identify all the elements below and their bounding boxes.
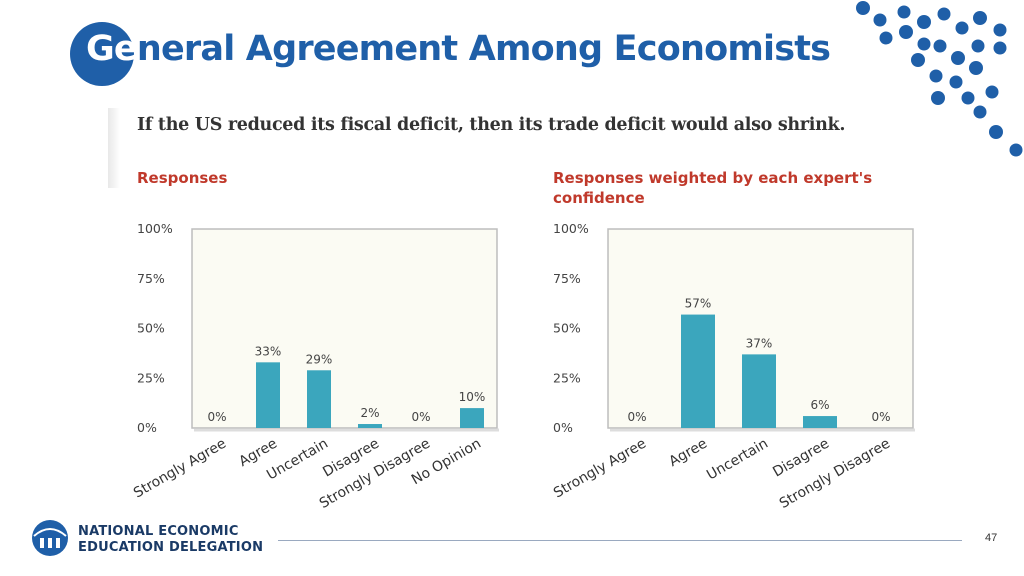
org-name-line2: EDUCATION DELEGATION	[78, 540, 264, 555]
y-tick-label: 50%	[553, 321, 581, 336]
category-label: Strongly Disagree	[777, 436, 893, 512]
page-number: 47	[985, 532, 998, 544]
decorative-dot	[971, 39, 985, 53]
slide-title-part2: neral Agreement Among Economists	[136, 29, 831, 69]
decorative-dot	[989, 125, 1003, 139]
y-tick-label: 0%	[553, 420, 573, 435]
bar-disagree	[358, 424, 382, 428]
y-tick-label: 100%	[553, 221, 589, 236]
data-label: 0%	[627, 410, 646, 424]
data-label: 10%	[459, 390, 486, 404]
data-label: 29%	[306, 352, 333, 366]
bar-agree	[256, 362, 280, 428]
data-label: 33%	[255, 344, 282, 358]
decorative-dot	[1009, 143, 1023, 157]
organization-name: NATIONAL ECONOMIC EDUCATION DELEGATION	[78, 524, 263, 556]
decorative-dot	[879, 31, 893, 45]
y-tick-label: 100%	[137, 221, 173, 236]
bar-uncertain	[742, 354, 776, 428]
decorative-dot	[899, 25, 913, 39]
decorative-dot	[873, 13, 887, 27]
data-label: 0%	[207, 410, 226, 424]
title-accent-circle	[70, 22, 134, 86]
chart-title-weighted-responses: Responses weighted by each expert's conf…	[553, 169, 873, 207]
decorative-dot	[933, 39, 947, 53]
decorative-dot	[955, 21, 969, 35]
decorative-dot	[917, 15, 931, 29]
data-label: 6%	[810, 398, 829, 412]
category-label: Agree	[666, 436, 710, 470]
plot-area	[191, 228, 498, 429]
y-tick-label: 0%	[137, 420, 157, 435]
decorative-dot	[985, 85, 999, 99]
decorative-dot	[937, 7, 951, 21]
survey-question: If the US reduced its fiscal deficit, th…	[137, 115, 846, 135]
slide-title-part1: Ge	[86, 29, 138, 69]
decorative-dot	[949, 75, 963, 89]
y-tick-label: 75%	[137, 271, 165, 286]
ned-logo-icon	[32, 520, 68, 556]
decorative-dot	[911, 53, 925, 67]
decorative-dot	[973, 11, 987, 25]
slide-title: General Agreement Among Economists	[86, 29, 831, 69]
decorative-dot	[969, 61, 983, 75]
decorative-dot	[929, 69, 943, 83]
data-label: 57%	[685, 297, 712, 311]
y-tick-label: 50%	[137, 321, 165, 336]
decorative-dot	[897, 5, 911, 19]
bar-no-opinion	[460, 408, 484, 428]
decorative-dot	[917, 37, 931, 51]
y-tick-label: 25%	[137, 370, 165, 385]
decorative-dot	[993, 41, 1007, 55]
decorative-dot-pattern	[856, 1, 1023, 157]
data-label: 37%	[746, 336, 773, 350]
decorative-dot	[973, 105, 987, 119]
bar-agree	[681, 314, 715, 428]
category-label: Strongly Agree	[551, 436, 649, 502]
decorative-dot	[856, 1, 870, 15]
decorative-dot	[993, 23, 1007, 37]
decorative-dot	[931, 91, 945, 105]
data-label: 0%	[411, 410, 430, 424]
bar-disagree	[803, 416, 837, 428]
decorative-dot	[961, 91, 975, 105]
data-label: 0%	[871, 410, 890, 424]
y-tick-label: 25%	[553, 370, 581, 385]
chart-title-responses: Responses	[137, 169, 228, 187]
data-label: 2%	[360, 406, 379, 420]
decorative-dot	[951, 51, 965, 65]
panel-shadow-edge	[108, 108, 120, 188]
footer-divider	[278, 540, 962, 541]
y-tick-label: 75%	[553, 271, 581, 286]
org-name-line1: NATIONAL ECONOMIC	[78, 524, 239, 539]
bar-uncertain	[307, 370, 331, 428]
category-label: Uncertain	[704, 436, 771, 484]
